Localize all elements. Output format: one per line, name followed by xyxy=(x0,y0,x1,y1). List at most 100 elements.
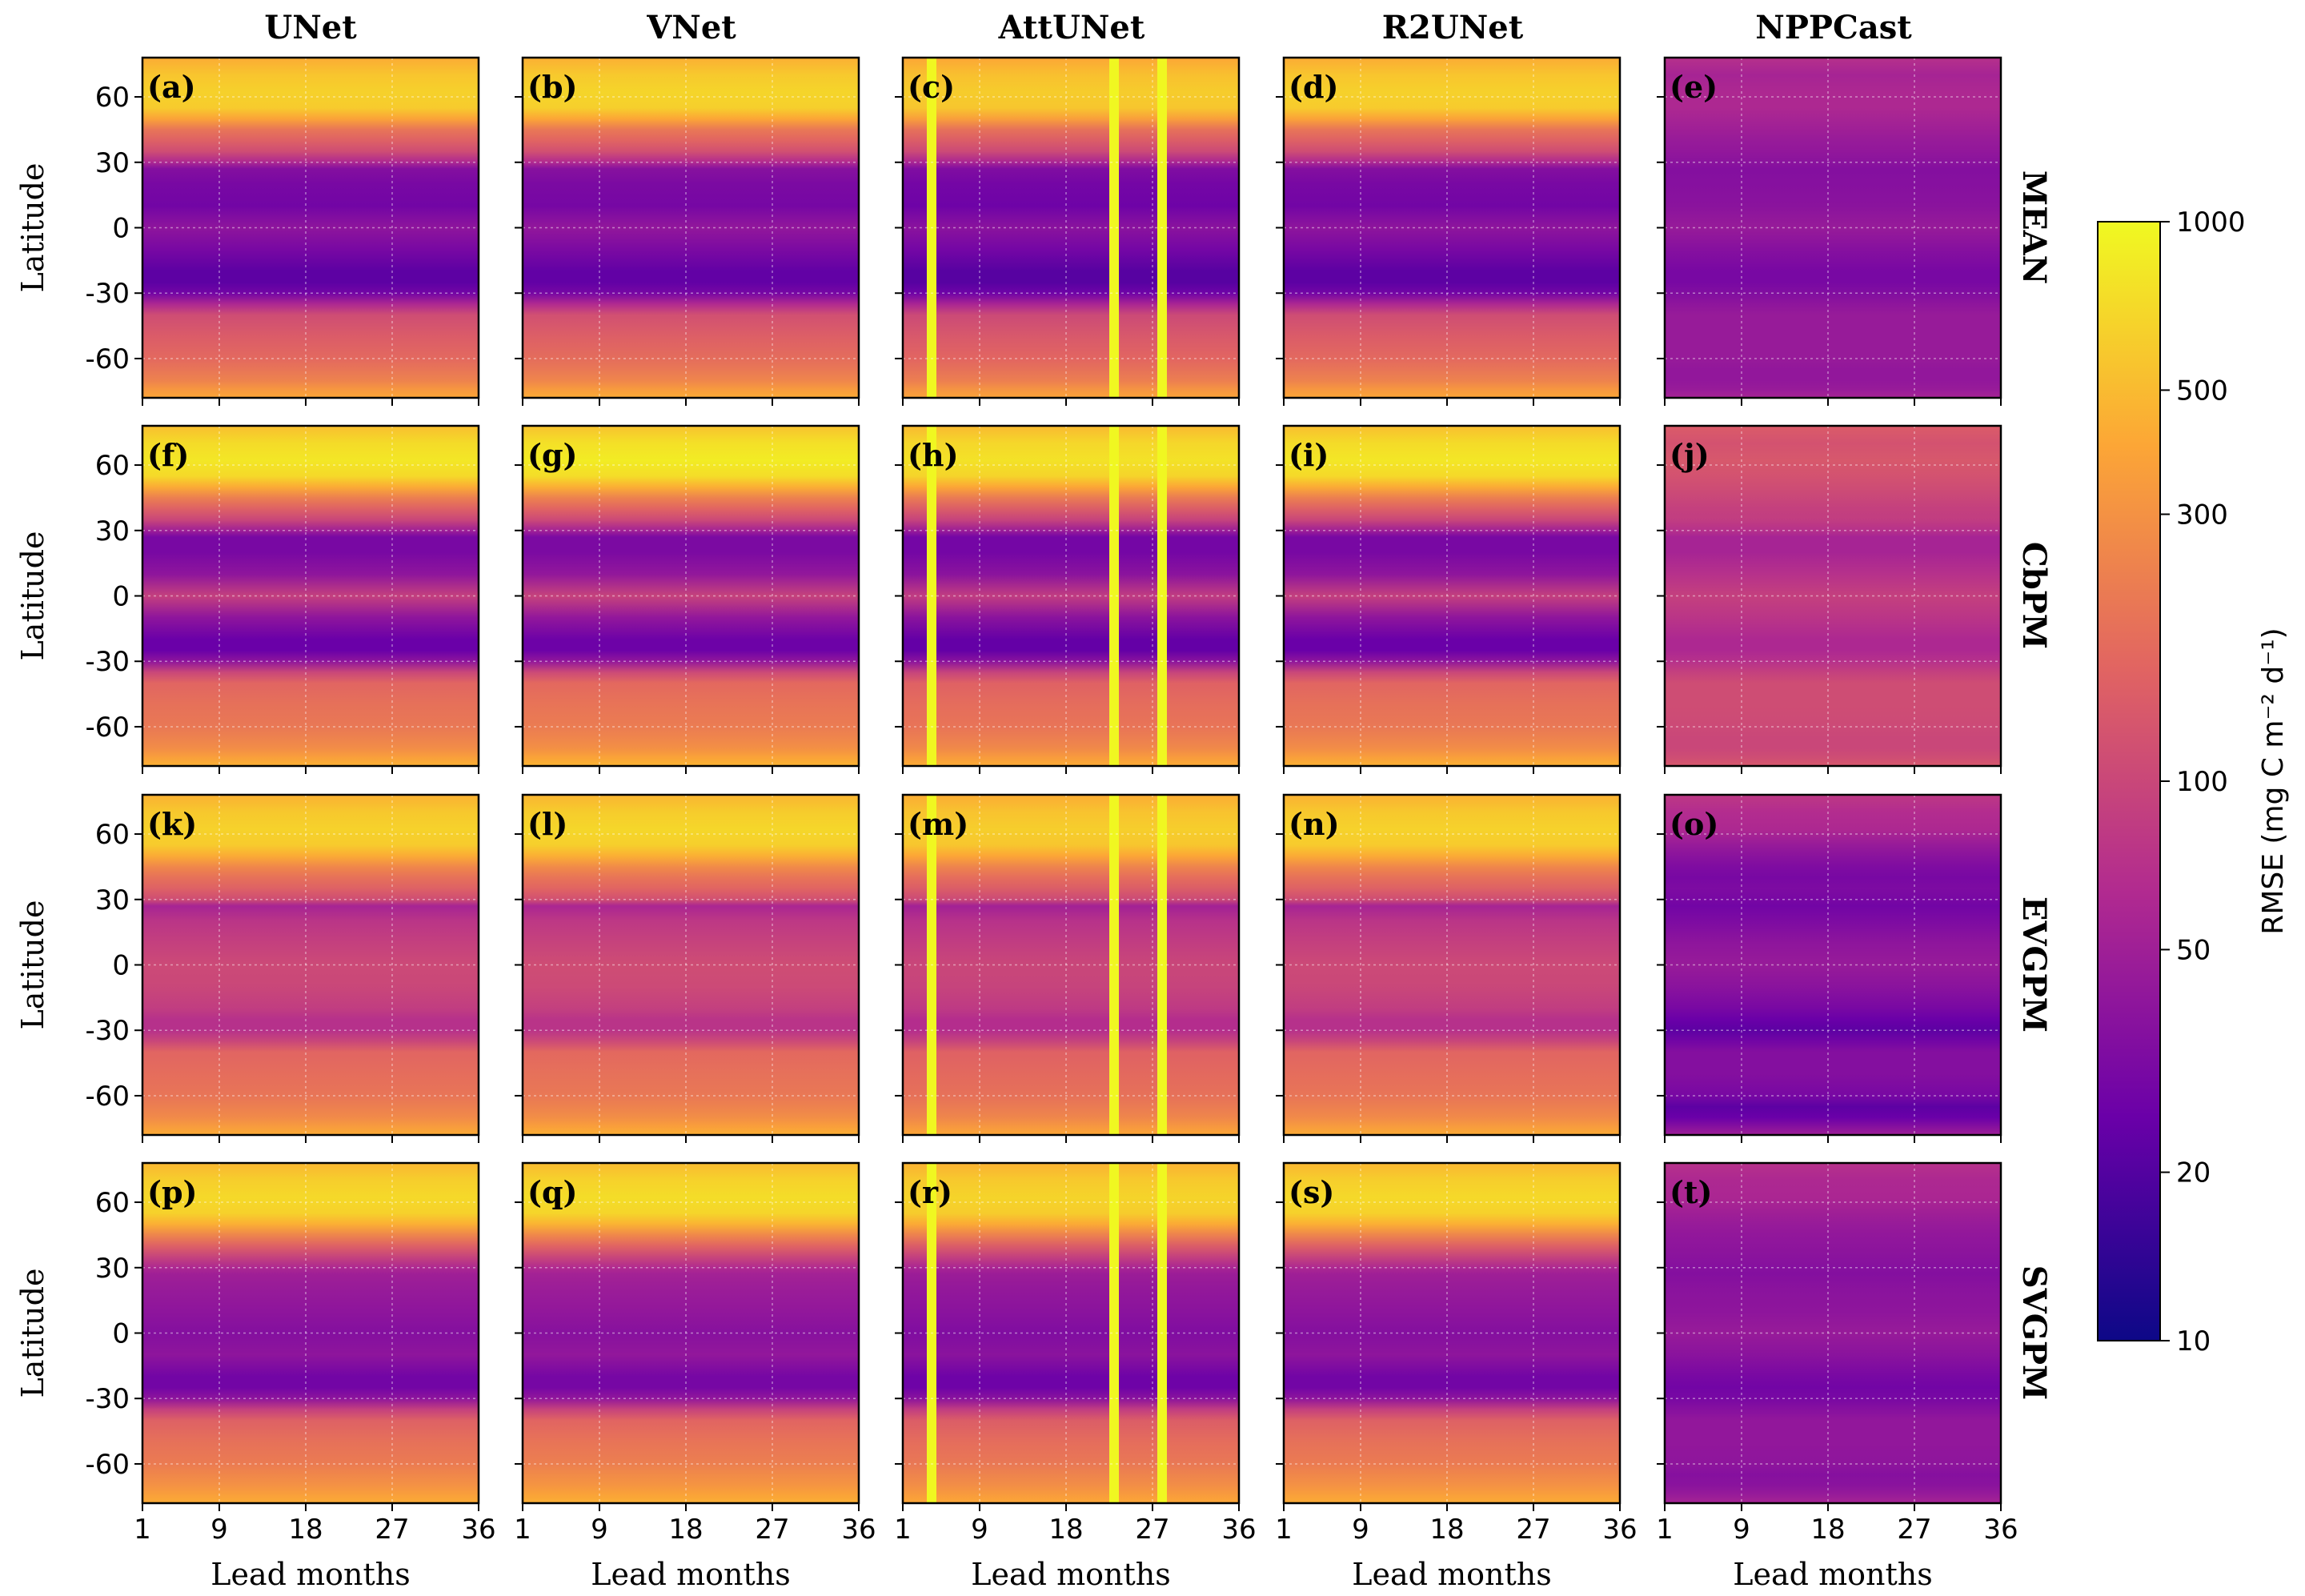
panel-mean-nppcast: (e) xyxy=(1657,56,2002,406)
panel-svgpm-unet: (p) 1 9 18 27 36 60 30 0 -30 -60 Latitude Lead month… xyxy=(15,1161,496,1592)
x-tick-label: 1 xyxy=(894,1514,912,1546)
heatmap-field xyxy=(523,58,859,398)
heatmap-field xyxy=(1284,426,1620,766)
x-tick-label: 36 xyxy=(1983,1514,2018,1546)
panel-evgpm-r2unet: (n) xyxy=(1276,793,1622,1143)
panel-label: (h) xyxy=(908,437,959,473)
x-tick-label: 27 xyxy=(1135,1514,1169,1546)
panel-label: (k) xyxy=(147,806,197,842)
row-title-svgpm: SVGPM xyxy=(2015,1265,2053,1400)
x-tick-label: 9 xyxy=(210,1514,228,1546)
panel-label: (p) xyxy=(147,1174,198,1210)
heatmap-field xyxy=(1284,795,1620,1135)
panel-evgpm-unet: (k) 60 30 0 -30 -60 Latitude xyxy=(15,793,480,1143)
x-tick-label: 27 xyxy=(755,1514,789,1546)
heatmap-field xyxy=(903,1163,1239,1503)
colorbar-tick-label: 10 xyxy=(2176,1325,2211,1357)
y-tick-label: 0 xyxy=(112,213,130,245)
y-tick-label: -60 xyxy=(85,712,130,744)
y-tick-label: 0 xyxy=(112,581,130,613)
high-error-lead-stripe xyxy=(927,58,936,398)
y-tick-label: -30 xyxy=(85,278,130,310)
panel-label: (b) xyxy=(527,69,578,105)
column-title-nppcast: NPPCast xyxy=(1755,9,1912,46)
y-tick-label: 30 xyxy=(95,147,130,179)
colorbar-gradient xyxy=(2097,221,2161,1341)
column-title-r2unet: R2UNet xyxy=(1382,9,1524,46)
column-title-vnet: VNet xyxy=(646,9,736,46)
y-tick-label: 60 xyxy=(95,1187,130,1219)
high-error-lead-stripe xyxy=(1109,58,1119,398)
y-axis-label: Latitude xyxy=(15,900,50,1030)
high-error-lead-stripe xyxy=(927,426,936,766)
heatmap-field xyxy=(903,795,1239,1135)
row-title-cbpm: CbPM xyxy=(2015,542,2053,649)
x-tick-label: 36 xyxy=(461,1514,495,1546)
heatmap-field xyxy=(1284,58,1620,398)
x-axis-label: Lead months xyxy=(1733,1557,1932,1592)
y-axis-label: Latitude xyxy=(15,531,50,661)
high-error-lead-stripe xyxy=(1109,426,1119,766)
panel-cbpm-vnet: (g) xyxy=(515,424,860,774)
panel-mean-r2unet: (d) xyxy=(1276,56,1622,406)
high-error-lead-stripe xyxy=(1157,426,1167,766)
x-tick-label: 36 xyxy=(841,1514,876,1546)
colorbar: 1000 500 300 100 50 20 10 RMSE (mg C m⁻² d⁻¹) xyxy=(2097,207,2290,1357)
panel-label: (j) xyxy=(1670,437,1710,473)
x-tick-label: 18 xyxy=(1429,1514,1464,1546)
panel-evgpm-nppcast: (o) xyxy=(1657,793,2002,1143)
panel-label: (l) xyxy=(527,806,567,842)
column-title-attunet: AttUNet xyxy=(998,9,1145,46)
heatmap-field xyxy=(903,426,1239,766)
heatmap-field xyxy=(523,795,859,1135)
high-error-lead-stripe xyxy=(1157,795,1167,1135)
y-tick-label: -30 xyxy=(85,1383,130,1415)
column-title-unet: UNet xyxy=(264,9,357,46)
x-tick-label: 27 xyxy=(1516,1514,1550,1546)
panel-label: (e) xyxy=(1670,69,1718,105)
heatmap-field xyxy=(1665,1163,2001,1503)
row-title-evgpm: EVGPM xyxy=(2015,896,2053,1033)
panel-svgpm-attunet: (r) 1 9 18 27 36 Lead months xyxy=(894,1161,1257,1592)
x-tick-label: 9 xyxy=(591,1514,608,1546)
heatmap-field xyxy=(142,58,479,398)
x-tick-label: 1 xyxy=(134,1514,151,1546)
heatmap-field xyxy=(1284,1163,1620,1503)
y-tick-label: 30 xyxy=(95,515,130,547)
x-axis-label: Lead months xyxy=(591,1557,790,1592)
panel-svgpm-nppcast: (t) 1 9 18 27 36 Lead months xyxy=(1656,1161,2018,1592)
panel-evgpm-attunet: (m) xyxy=(895,793,1241,1143)
panel-svgpm-r2unet: (s) 1 9 18 27 36 Lead months xyxy=(1275,1161,1638,1592)
high-error-lead-stripe xyxy=(1109,1163,1119,1503)
x-axis-label: Lead months xyxy=(210,1557,410,1592)
x-tick-label: 9 xyxy=(971,1514,988,1546)
high-error-lead-stripe xyxy=(927,1163,936,1503)
y-axis-label: Latitude xyxy=(15,1269,50,1398)
y-tick-label: 0 xyxy=(112,1318,130,1350)
panel-cbpm-r2unet: (i) xyxy=(1276,424,1622,774)
colorbar-tick-label: 300 xyxy=(2176,499,2228,531)
panel-label: (t) xyxy=(1670,1174,1713,1210)
panel-mean-vnet: (b) xyxy=(515,56,860,406)
row-title-mean: MEAN xyxy=(2015,170,2053,284)
panel-cbpm-unet: (f) 60 30 0 -30 -60 Latitude xyxy=(15,424,480,774)
x-tick-label: 1 xyxy=(1656,1514,1674,1546)
y-tick-label: -30 xyxy=(85,1015,130,1047)
y-tick-label: -60 xyxy=(85,343,130,375)
x-tick-label: 9 xyxy=(1352,1514,1369,1546)
heatmap-panel-grid: (a) 60 30 0 -30 -60 Latitude (b) (c) (d) (e) MEAN (f… xyxy=(15,56,2053,1592)
panel-label: (f) xyxy=(147,437,189,473)
heatmap-field xyxy=(523,426,859,766)
y-tick-label: 30 xyxy=(95,1253,130,1285)
y-tick-label: 60 xyxy=(95,450,130,482)
x-axis-label: Lead months xyxy=(1352,1557,1551,1592)
panel-label: (g) xyxy=(527,437,578,473)
panel-label: (r) xyxy=(908,1174,952,1210)
panel-mean-attunet: (c) xyxy=(895,56,1241,406)
y-tick-label: 60 xyxy=(95,82,130,114)
x-tick-label: 36 xyxy=(1221,1514,1256,1546)
panel-mean-unet: (a) 60 30 0 -30 -60 Latitude xyxy=(15,56,480,406)
x-tick-label: 27 xyxy=(375,1514,409,1546)
heatmap-field xyxy=(142,426,479,766)
panel-label: (m) xyxy=(908,806,968,842)
